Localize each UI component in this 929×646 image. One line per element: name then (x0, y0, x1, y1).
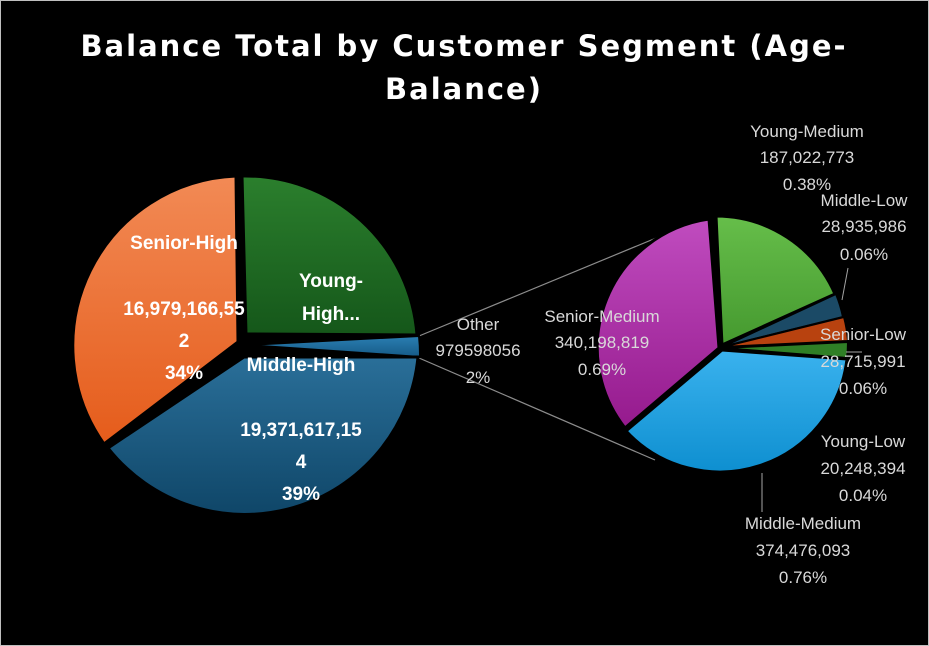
label-other-name: Other (457, 315, 500, 334)
label-young-high-line-2: High... (302, 304, 360, 325)
label-middle-medium-percent: 0.76% (779, 568, 827, 587)
label-senior-low-percent: 0.06% (839, 379, 887, 398)
label-middle-high-value-line-2: 4 (296, 452, 307, 473)
label-young-medium-name: Young-Medium (750, 122, 864, 141)
label-middle-high-percent: 39% (282, 484, 320, 505)
slice-senior-medium[interactable] (595, 217, 721, 431)
label-middle-high-name: Middle-High (247, 355, 356, 376)
label-middle-medium-name: Middle-Medium (745, 514, 861, 533)
label-young-low-name: Young-Low (821, 432, 906, 451)
label-middle-low-percent: 0.06% (840, 245, 888, 264)
label-senior-high-value-line-1: 16,979,166,55 (123, 299, 245, 320)
label-young-medium-percent: 0.38% (783, 175, 831, 194)
slice-senior-low[interactable] (721, 315, 850, 348)
label-young-low-value: 20,248,394 (820, 459, 905, 478)
slice-other[interactable] (245, 334, 422, 359)
label-young-medium-value: 187,022,773 (760, 148, 855, 167)
label-young-high-line-1: Young- (299, 271, 363, 292)
chart-title-line-2: Balance) (385, 72, 543, 106)
label-middle-high-value-line-1: 19,371,617,15 (240, 420, 362, 441)
label-young-low-percent: 0.04% (839, 486, 887, 505)
slice-senior-high[interactable] (71, 174, 240, 447)
label-senior-medium-percent: 0.69% (578, 360, 626, 379)
label-middle-medium-value: 374,476,093 (756, 541, 851, 560)
label-middle-low-name: Middle-Low (821, 191, 909, 210)
label-middle-low-value: 28,935,986 (821, 217, 906, 236)
slice-young-high[interactable] (240, 174, 419, 337)
slice-young-medium[interactable] (714, 214, 837, 348)
label-other-value: 979598056 (435, 341, 520, 360)
label-senior-medium-name: Senior-Medium (544, 307, 659, 326)
label-senior-high-name: Senior-High (130, 233, 238, 254)
label-senior-low-name: Senior-Low (820, 325, 907, 344)
chart-title-line-1: Balance Total by Customer Segment (Age- (80, 29, 847, 63)
label-other-percent: 2% (466, 368, 491, 387)
label-senior-high-percent: 34% (165, 363, 203, 384)
connector-line-bottom (418, 357, 656, 461)
label-senior-low-value: 28,715,991 (820, 352, 905, 371)
slice-middle-high[interactable] (105, 355, 420, 516)
slice-middle-medium[interactable] (623, 348, 849, 474)
connector-line-top (418, 223, 691, 337)
leader-middle-low (841, 267, 849, 301)
label-senior-medium-value: 340,198,819 (555, 333, 650, 352)
label-senior-high-value-line-2: 2 (179, 331, 190, 352)
